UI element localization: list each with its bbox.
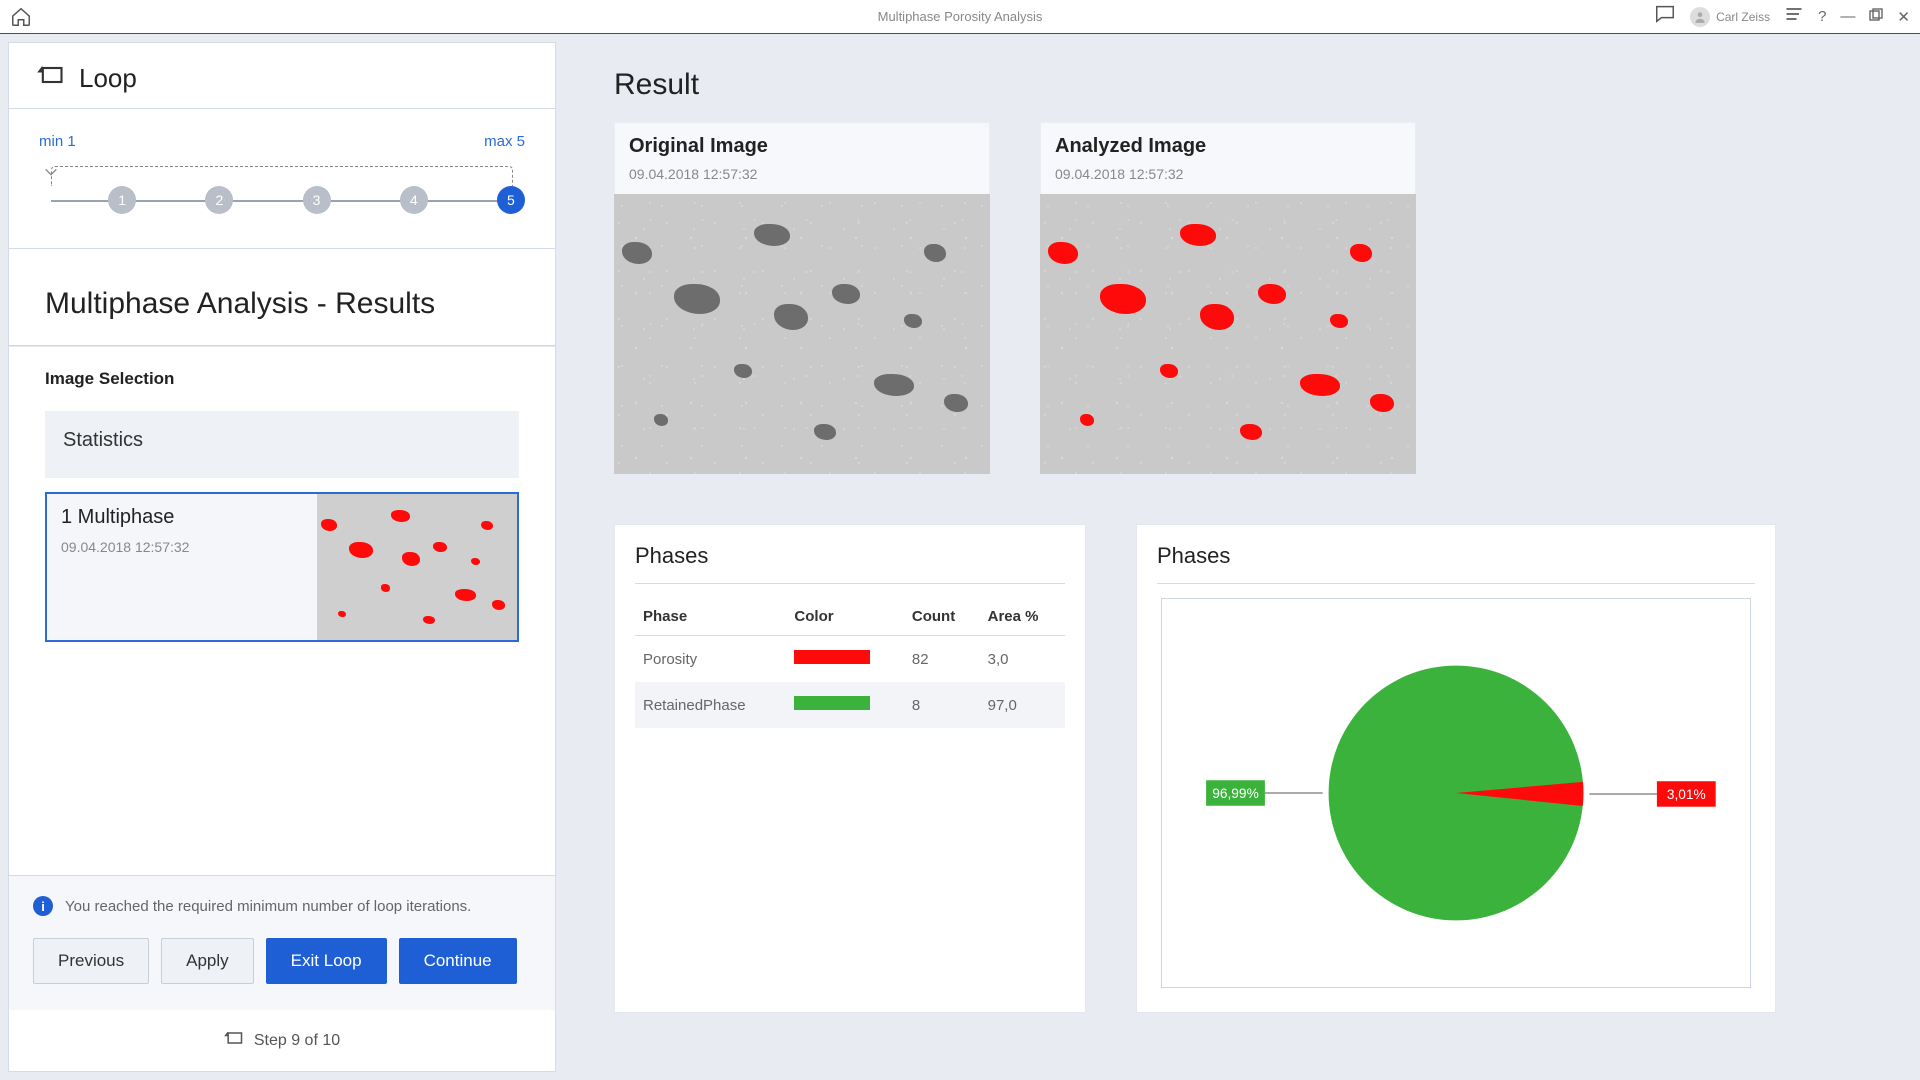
- svg-text:3,01%: 3,01%: [1667, 787, 1706, 802]
- table-row: RetainedPhase 897,0: [635, 682, 1065, 728]
- exit-loop-button[interactable]: Exit Loop: [266, 938, 387, 984]
- thumb-timestamp: 09.04.2018 12:57:32: [61, 539, 303, 555]
- menu-icon[interactable]: [1784, 4, 1804, 29]
- phase-area: 3,0: [980, 636, 1065, 683]
- loop-min-label: min 1: [39, 133, 76, 150]
- step-icon: [224, 1028, 244, 1053]
- table-row: Porosity 823,0: [635, 636, 1065, 683]
- step-text: Step 9 of 10: [254, 1032, 340, 1050]
- image-selection: Image Selection Statistics 1 Multiphase …: [9, 347, 555, 875]
- pie-chart: 96,99% 3,01%: [1161, 598, 1751, 988]
- thumb-title: 1 Multiphase: [61, 506, 303, 529]
- loop-icon: [37, 61, 65, 96]
- loop-max-label: max 5: [484, 133, 525, 150]
- original-image: [614, 194, 990, 474]
- image-selection-label: Image Selection: [45, 369, 519, 389]
- step-dot-5[interactable]: 5: [497, 186, 525, 214]
- original-timestamp: 09.04.2018 12:57:32: [629, 166, 975, 182]
- phases-chart-panel: Phases 96,99% 3,01%: [1136, 524, 1776, 1013]
- chevron-down-icon: [43, 164, 59, 185]
- analyzed-title: Analyzed Image: [1055, 135, 1401, 158]
- section-title: Multiphase Analysis - Results: [45, 287, 519, 321]
- phases-chart-title: Phases: [1157, 543, 1755, 569]
- statistics-box[interactable]: Statistics: [45, 411, 519, 478]
- minimize-icon[interactable]: ―: [1840, 8, 1855, 25]
- result-heading: Result: [614, 68, 1862, 102]
- home-icon[interactable]: [10, 6, 32, 28]
- table-header: Area %: [980, 598, 1065, 636]
- original-title: Original Image: [629, 135, 975, 158]
- help-icon[interactable]: ?: [1818, 8, 1826, 25]
- table-header: Phase: [635, 598, 786, 636]
- titlebar: Multiphase Porosity Analysis Carl Zeiss …: [0, 0, 1920, 34]
- original-image-panel: Original Image 09.04.2018 12:57:32: [614, 122, 990, 474]
- step-indicator: Step 9 of 10: [9, 1010, 555, 1071]
- maximize-icon[interactable]: [1869, 8, 1883, 26]
- step-dot-4[interactable]: 4: [400, 186, 428, 214]
- info-icon: i: [33, 896, 53, 916]
- sidebar-footer: i You reached the required minimum numbe…: [9, 875, 555, 1010]
- step-dot-1[interactable]: 1: [108, 186, 136, 214]
- loop-header: Loop: [9, 43, 555, 109]
- user-name: Carl Zeiss: [1716, 10, 1770, 24]
- analyzed-image: [1040, 194, 1416, 474]
- main-content: Result Original Image 09.04.2018 12:57:3…: [564, 42, 1912, 1072]
- loop-stepper: 1 2 3 4 5: [39, 186, 525, 214]
- continue-button[interactable]: Continue: [399, 938, 517, 984]
- previous-button[interactable]: Previous: [33, 938, 149, 984]
- avatar-icon: [1690, 7, 1710, 27]
- step-dot-3[interactable]: 3: [303, 186, 331, 214]
- analyzed-image-panel: Analyzed Image 09.04.2018 12:57:32: [1040, 122, 1416, 474]
- analyzed-timestamp: 09.04.2018 12:57:32: [1055, 166, 1401, 182]
- info-message: i You reached the required minimum numbe…: [33, 896, 531, 916]
- loop-stepper-block: min 1 max 5 1 2 3 4 5: [9, 109, 555, 249]
- phase-name: Porosity: [635, 636, 786, 683]
- table-header: Color: [786, 598, 903, 636]
- step-dot-2[interactable]: 2: [205, 186, 233, 214]
- table-header: Count: [904, 598, 980, 636]
- user-badge[interactable]: Carl Zeiss: [1690, 7, 1770, 27]
- comment-icon[interactable]: [1654, 3, 1676, 30]
- phase-area: 97,0: [980, 682, 1065, 728]
- phase-color: [786, 636, 903, 683]
- phases-table: PhaseColorCountArea % Porosity823,0Retai…: [635, 598, 1065, 728]
- phases-table-panel: Phases PhaseColorCountArea % Porosity 823…: [614, 524, 1086, 1013]
- apply-button[interactable]: Apply: [161, 938, 254, 984]
- thumb-image: [317, 494, 517, 640]
- close-icon[interactable]: ✕: [1897, 8, 1910, 26]
- loop-label: Loop: [79, 63, 137, 94]
- svg-text:96,99%: 96,99%: [1212, 786, 1259, 801]
- app-title: Multiphase Porosity Analysis: [878, 9, 1043, 24]
- info-text: You reached the required minimum number …: [65, 898, 471, 915]
- phase-count: 82: [904, 636, 980, 683]
- image-thumbnail-card[interactable]: 1 Multiphase 09.04.2018 12:57:32: [45, 492, 519, 642]
- phase-count: 8: [904, 682, 980, 728]
- phases-table-title: Phases: [635, 543, 1065, 569]
- phase-color: [786, 682, 903, 728]
- sidebar: Loop min 1 max 5 1 2 3 4 5 Multiphase Analys…: [8, 42, 556, 1072]
- phase-name: RetainedPhase: [635, 682, 786, 728]
